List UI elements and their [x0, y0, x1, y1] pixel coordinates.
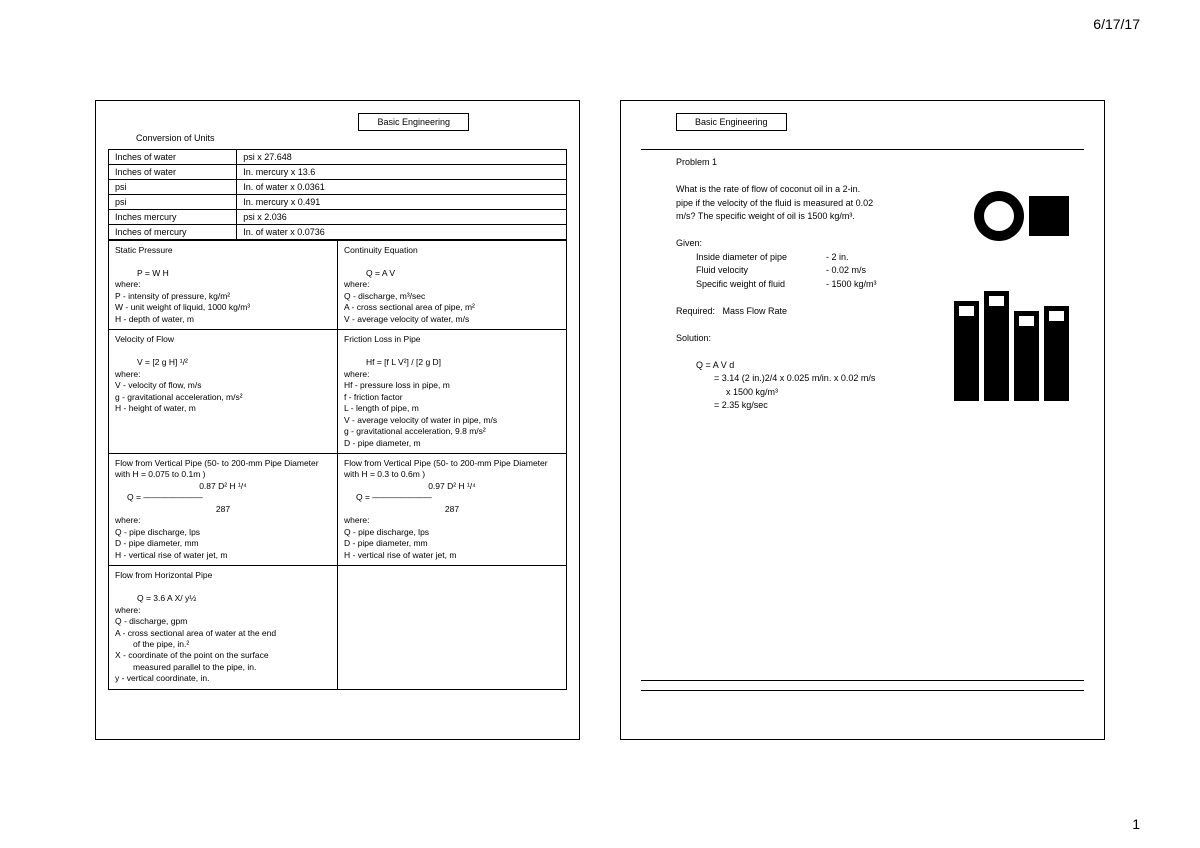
table-cell: Inches of water	[109, 165, 237, 180]
illustration-top	[964, 181, 1074, 253]
table-cell: Inches of water	[109, 150, 237, 165]
problem-label: Problem 1	[676, 156, 1074, 170]
cell-friction-loss: Friction Loss in Pipe Hf = [f L V²] / [2…	[338, 330, 567, 454]
divider-bottom-1	[641, 680, 1084, 681]
slide-title: Basic Engineering	[676, 113, 787, 131]
date-header: 6/17/17	[1093, 16, 1140, 32]
divider-top	[641, 149, 1084, 150]
cell-static-pressure: Static Pressure P = W H where: P - inten…	[109, 241, 338, 330]
divider-bottom-2	[641, 690, 1084, 691]
cell-vertical-pipe-b: Flow from Vertical Pipe (50- to 200-mm P…	[338, 453, 567, 565]
conversion-table: Inches of waterpsi x 27.648Inches of wat…	[108, 149, 567, 240]
slide-right: Basic Engineering Problem 1 What is the …	[620, 100, 1105, 740]
required-label: Required:	[676, 306, 715, 316]
table-cell: psi	[109, 195, 237, 210]
formula-table: Static Pressure P = W H where: P - inten…	[108, 240, 567, 690]
table-cell: psi x 27.648	[237, 150, 567, 165]
page-number: 1	[1132, 816, 1140, 832]
cell-continuity: Continuity Equation Q = A V where: Q - d…	[338, 241, 567, 330]
table-cell: In. mercury x 0.491	[237, 195, 567, 210]
illustration-bottom	[944, 281, 1074, 413]
slides-container: Basic Engineering Conversion of Units In…	[95, 100, 1105, 740]
table-cell: psi	[109, 180, 237, 195]
slide-title: Basic Engineering	[358, 113, 469, 131]
cell-velocity-flow: Velocity of Flow V = [2 g H] ¹/² where: …	[109, 330, 338, 454]
table-cell: psi x 2.036	[237, 210, 567, 225]
table-cell: Inches of mercury	[109, 225, 237, 240]
cell-empty	[338, 566, 567, 690]
table-cell: In. of water x 0.0361	[237, 180, 567, 195]
table-cell: Inches mercury	[109, 210, 237, 225]
cell-vertical-pipe-a: Flow from Vertical Pipe (50- to 200-mm P…	[109, 453, 338, 565]
slide-left: Basic Engineering Conversion of Units In…	[95, 100, 580, 740]
section-title: Conversion of Units	[136, 133, 567, 143]
cell-horizontal-pipe: Flow from Horizontal Pipe Q = 3.6 A X/ y…	[109, 566, 338, 690]
table-cell: In. mercury x 13.6	[237, 165, 567, 180]
table-cell: In. of water x 0.0736	[237, 225, 567, 240]
